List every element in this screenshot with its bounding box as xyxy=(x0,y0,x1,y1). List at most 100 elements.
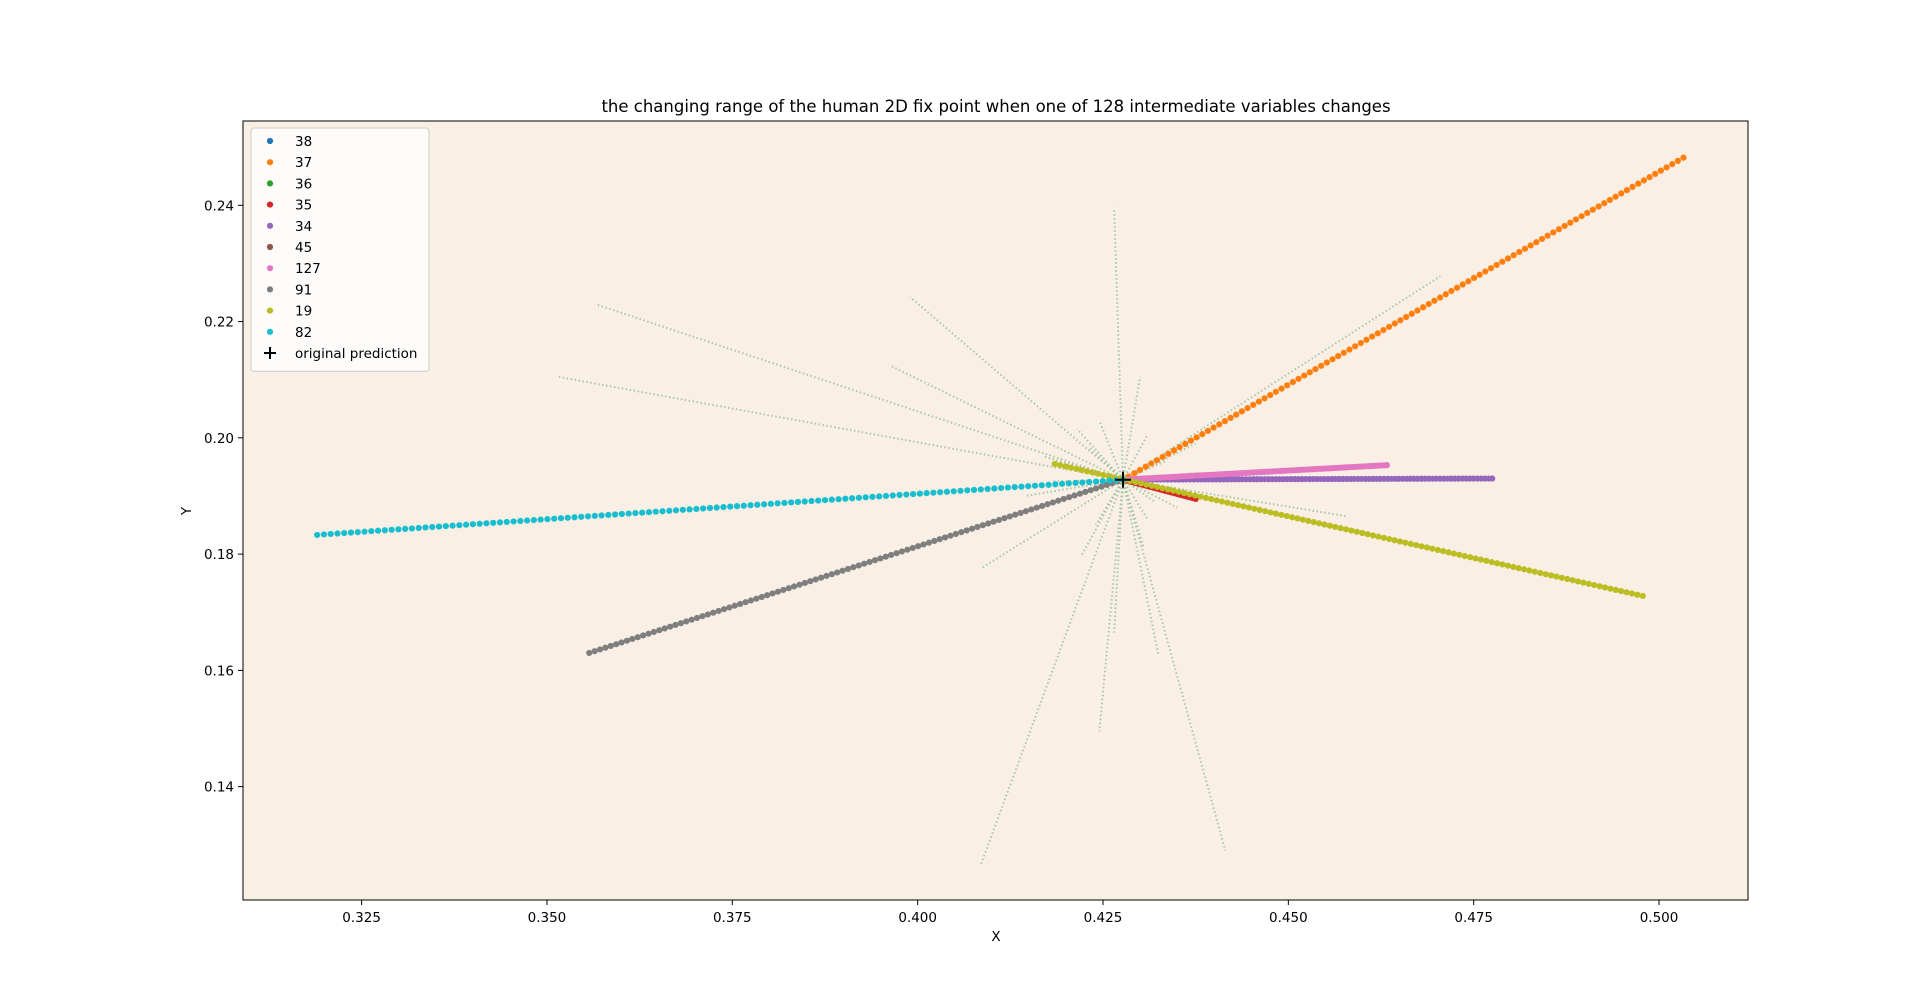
legend-marker xyxy=(266,265,274,272)
point-37-45 xyxy=(1374,330,1381,337)
point-19-38 xyxy=(1256,506,1263,514)
point-37-50 xyxy=(1402,313,1410,321)
point-91-25 xyxy=(985,520,992,527)
point-91-88 xyxy=(645,630,652,637)
legend-label: original prediction xyxy=(295,346,417,362)
point-37-59 xyxy=(1453,284,1461,291)
point-19-50 xyxy=(1321,521,1328,528)
point-19-104 xyxy=(1612,586,1619,594)
background-line-13 xyxy=(1113,479,1125,633)
point-19-18 xyxy=(1148,482,1155,489)
point-91-5 xyxy=(1092,485,1100,492)
point-37-6 xyxy=(1153,457,1161,464)
point-91-68 xyxy=(753,595,760,602)
point-82-27 xyxy=(937,489,944,496)
point-82-67 xyxy=(666,507,673,514)
point-91-10 xyxy=(1065,494,1073,501)
background-line-9 xyxy=(979,479,1124,866)
point-82-48 xyxy=(794,498,802,506)
point-82-7 xyxy=(1072,479,1079,487)
point-19-99 xyxy=(1585,580,1592,587)
legend-item-36: 36 xyxy=(266,176,312,192)
point-37-85 xyxy=(1601,200,1608,207)
point-91-9 xyxy=(1071,492,1078,499)
point-82-88 xyxy=(523,517,531,524)
point-19-6 xyxy=(1084,468,1091,475)
point-19-89 xyxy=(1531,568,1538,575)
point-91-66 xyxy=(764,592,771,599)
point-19-93 xyxy=(1553,573,1560,580)
point-82-51 xyxy=(774,500,781,507)
point-19-40 xyxy=(1267,509,1274,516)
point-37-30 xyxy=(1289,378,1296,386)
legend-marker xyxy=(266,180,274,187)
point-91-20 xyxy=(1012,511,1019,518)
point-19-8 xyxy=(1094,470,1102,477)
point-91-72 xyxy=(731,602,738,609)
point-82-114 xyxy=(347,529,355,536)
point-91-64 xyxy=(774,588,782,595)
point-19-15 xyxy=(1132,479,1139,486)
point-82-80 xyxy=(578,513,585,520)
point-37-70 xyxy=(1516,248,1523,256)
point-37-36 xyxy=(1323,359,1330,366)
point-19-65 xyxy=(1402,539,1409,546)
point-82-62 xyxy=(700,505,707,512)
point-19-105 xyxy=(1618,588,1625,595)
point-19-83 xyxy=(1499,561,1506,568)
point-91-57 xyxy=(812,576,819,583)
point-19-30 xyxy=(1213,497,1220,504)
point-82-113 xyxy=(354,529,361,536)
point-82-6 xyxy=(1079,479,1086,486)
point-91-55 xyxy=(823,572,830,580)
point-82-111 xyxy=(368,528,375,535)
point-91-46 xyxy=(871,557,879,564)
point-91-96 xyxy=(602,644,609,651)
point-37-86 xyxy=(1606,196,1614,204)
point-37-54 xyxy=(1425,300,1432,308)
point-91-65 xyxy=(769,590,776,597)
point-19-102 xyxy=(1601,584,1609,591)
point-19-108 xyxy=(1634,591,1641,598)
point-91-97 xyxy=(596,646,604,653)
point-91-41 xyxy=(898,548,906,555)
point-82-26 xyxy=(943,488,951,495)
point-37-20 xyxy=(1233,411,1240,418)
point-19-24 xyxy=(1181,489,1188,497)
point-37-32 xyxy=(1301,372,1308,379)
point-82-73 xyxy=(625,510,632,517)
point-37-5 xyxy=(1148,460,1155,467)
point-82-30 xyxy=(916,490,923,497)
point-82-12 xyxy=(1038,482,1045,489)
point-91-74 xyxy=(720,606,728,613)
legend-marker xyxy=(266,328,274,335)
point-19-4 xyxy=(1073,465,1080,472)
point-82-118 xyxy=(320,531,328,538)
point-19-35 xyxy=(1240,503,1247,510)
point-91-4 xyxy=(1098,483,1105,490)
y-tick-label: 0.16 xyxy=(204,663,234,679)
point-91-81 xyxy=(683,618,690,625)
point-91-35 xyxy=(931,537,938,545)
point-82-108 xyxy=(388,526,395,533)
point-19-97 xyxy=(1574,578,1582,585)
point-37-55 xyxy=(1431,297,1438,304)
point-82-57 xyxy=(733,503,741,510)
legend-marker xyxy=(266,201,274,208)
point-37-46 xyxy=(1380,326,1387,334)
point-91-21 xyxy=(1006,513,1013,520)
point-19-77 xyxy=(1467,554,1474,561)
point-19-66 xyxy=(1407,540,1414,547)
point-19-31 xyxy=(1218,498,1226,505)
point-82-5 xyxy=(1086,478,1093,486)
point-82-90 xyxy=(510,518,517,525)
point-82-24 xyxy=(957,487,964,494)
point-82-15 xyxy=(1018,483,1025,490)
point-91-69 xyxy=(747,597,755,604)
point-91-93 xyxy=(618,639,625,646)
point-82-47 xyxy=(801,498,808,505)
point-82-101 xyxy=(435,523,443,530)
legend-label: 19 xyxy=(295,304,312,320)
point-82-82 xyxy=(564,514,571,521)
background-line-22 xyxy=(1122,434,1149,481)
